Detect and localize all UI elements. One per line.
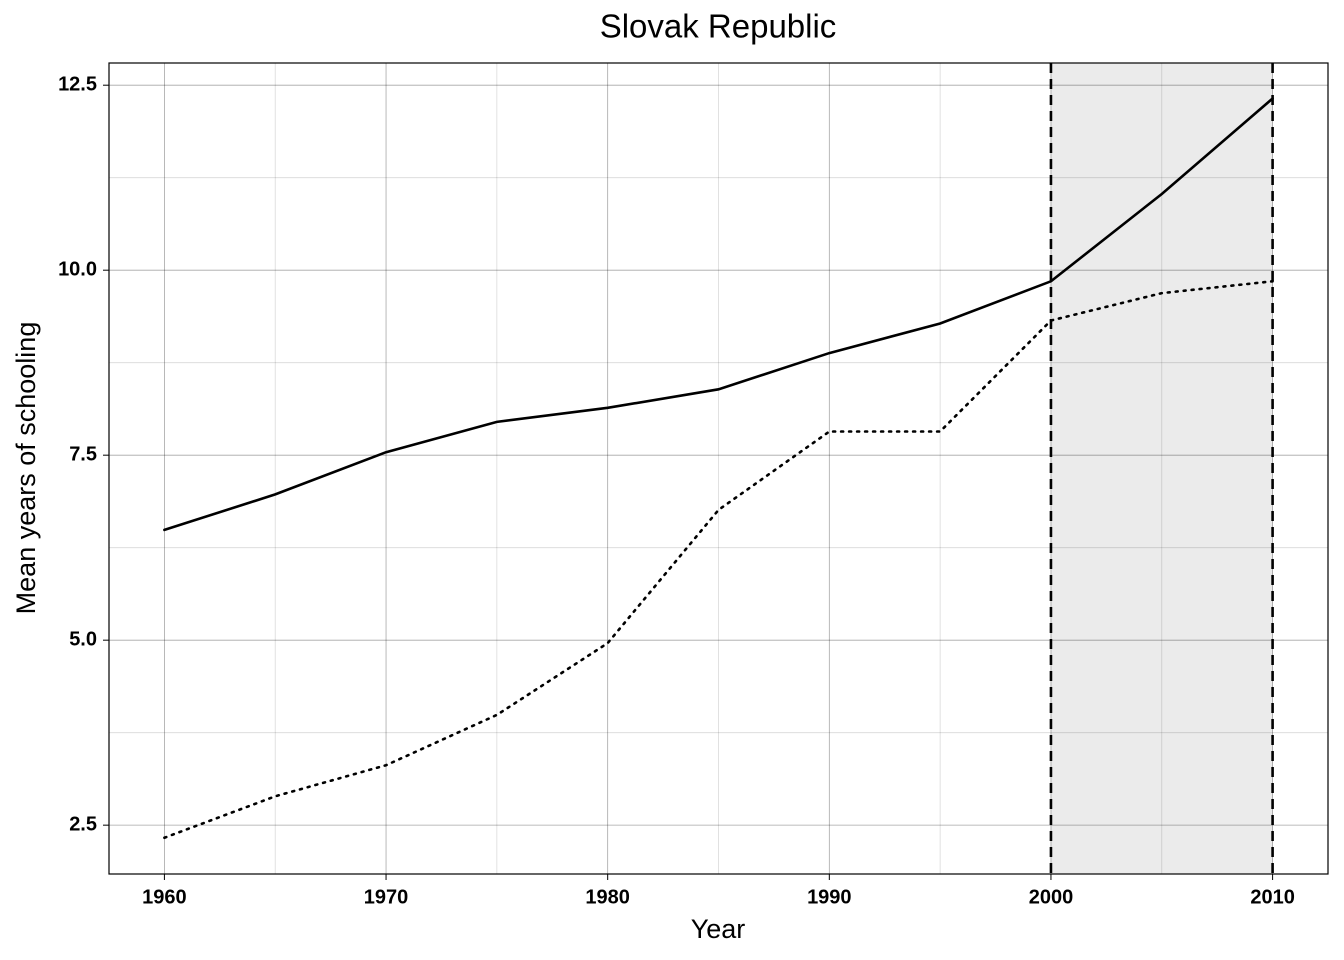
y-tick-label: 7.5: [69, 443, 97, 465]
x-tick-label: 2000: [1029, 886, 1074, 908]
x-tick-label: 2010: [1250, 886, 1295, 908]
series-line: [163, 279, 1274, 840]
x-tick-label: 1980: [585, 886, 630, 908]
chart-title: Slovak Republic: [600, 8, 837, 45]
y-tick-label: 12.5: [58, 73, 97, 95]
series-line: [163, 97, 1274, 532]
plot-frame: [108, 62, 1329, 875]
x-tick-label: 1960: [142, 886, 187, 908]
y-tick-label: 2.5: [69, 813, 97, 835]
x-axis-label: Year: [691, 914, 746, 944]
y-axis-label: Mean years of schooling: [11, 322, 41, 615]
y-tick-label: 5.0: [69, 628, 97, 650]
x-tick-label: 1970: [364, 886, 409, 908]
y-tick-label: 10.0: [58, 258, 97, 280]
highlight-band: [1050, 63, 1273, 874]
x-tick-label: 1990: [807, 886, 852, 908]
